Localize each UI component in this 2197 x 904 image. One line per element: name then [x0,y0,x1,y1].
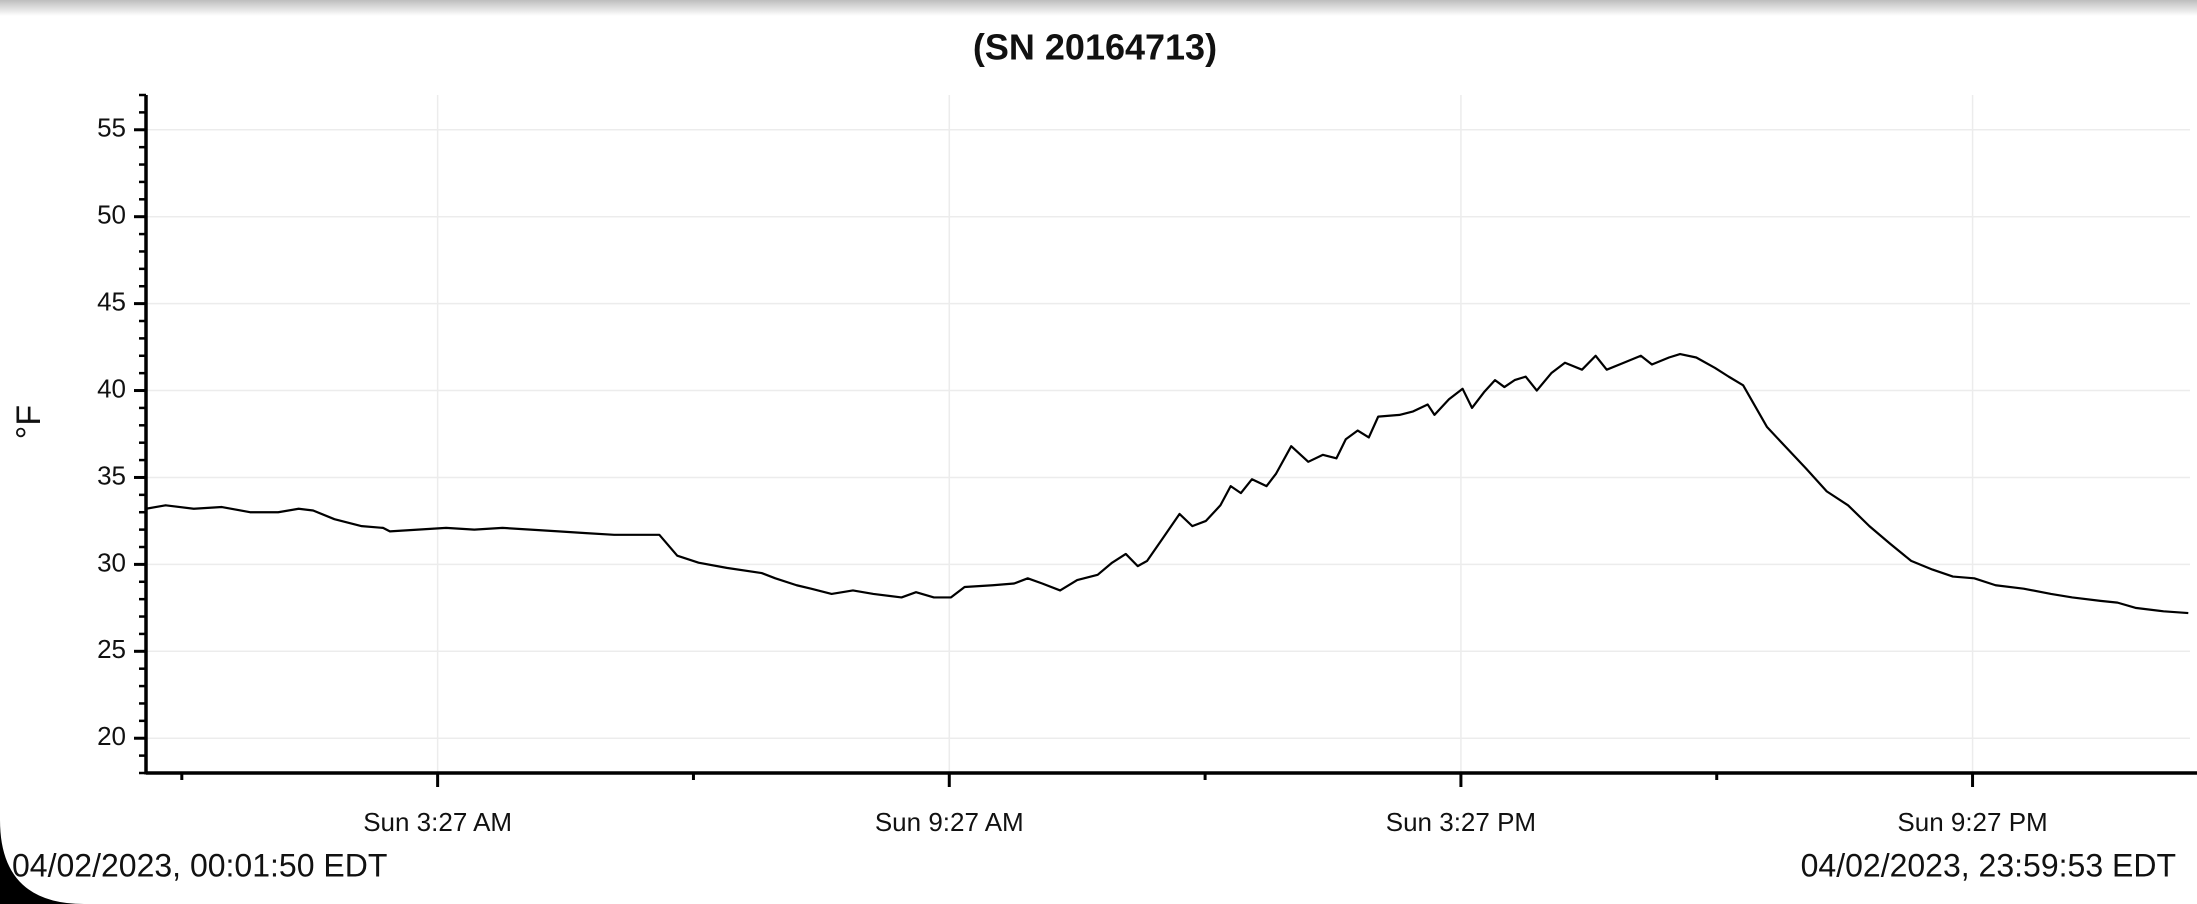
x-tick-label: Sun 9:27 AM [875,807,1024,837]
x-tick-label: Sun 9:27 PM [1897,807,2047,837]
grid [146,95,2190,773]
y-tick-label: 20 [97,721,126,751]
y-tick-label: 30 [97,547,126,577]
data-line [145,352,2189,615]
end-time: 04/02/2023, 23:59:53 EDT [1801,847,2176,883]
chart-title: (SN 20164713) [973,27,1217,68]
y-tick-label: 25 [97,634,126,664]
screen-corner [0,820,84,904]
start-time: 04/02/2023, 00:01:50 EDT [12,847,387,883]
x-tick-label: Sun 3:27 PM [1386,807,1536,837]
y-tick-label: 45 [97,286,126,316]
y-tick-label: 50 [97,200,126,230]
top-shadow [0,0,2197,16]
y-tick-label: 35 [97,460,126,490]
y-tick-label: 55 [97,113,126,143]
x-tick-label: Sun 3:27 AM [363,807,512,837]
plot [145,352,2189,615]
y-tick-label: 40 [97,373,126,403]
y-axis-label: °F [10,405,48,439]
